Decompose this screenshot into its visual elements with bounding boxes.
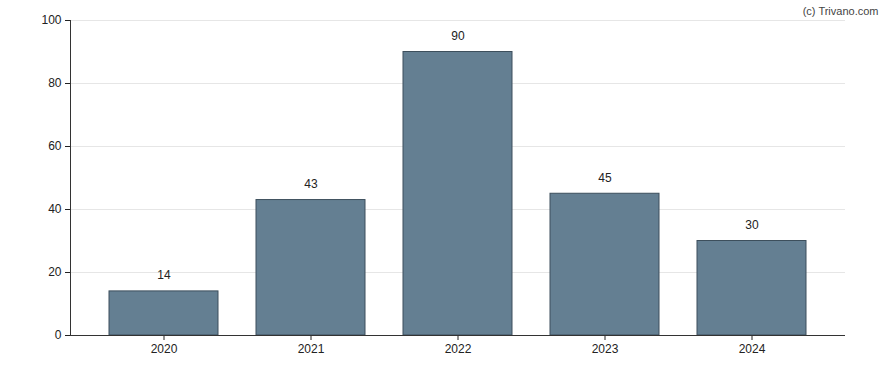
svg-text:2020: 2020 [151,342,178,356]
svg-text:100: 100 [41,13,61,27]
svg-text:0: 0 [55,328,62,342]
svg-text:20: 20 [48,265,62,279]
svg-text:43: 43 [304,177,318,191]
svg-text:2024: 2024 [739,342,766,356]
svg-text:60: 60 [48,139,62,153]
svg-text:2021: 2021 [298,342,325,356]
svg-text:45: 45 [598,171,612,185]
svg-text:2023: 2023 [592,342,619,356]
svg-text:40: 40 [48,202,62,216]
svg-text:(c) Trivano.com: (c) Trivano.com [803,5,879,17]
svg-text:2022: 2022 [445,342,472,356]
svg-text:30: 30 [745,218,759,232]
svg-text:14: 14 [157,268,171,282]
svg-text:90: 90 [451,29,465,43]
svg-text:80: 80 [48,76,62,90]
